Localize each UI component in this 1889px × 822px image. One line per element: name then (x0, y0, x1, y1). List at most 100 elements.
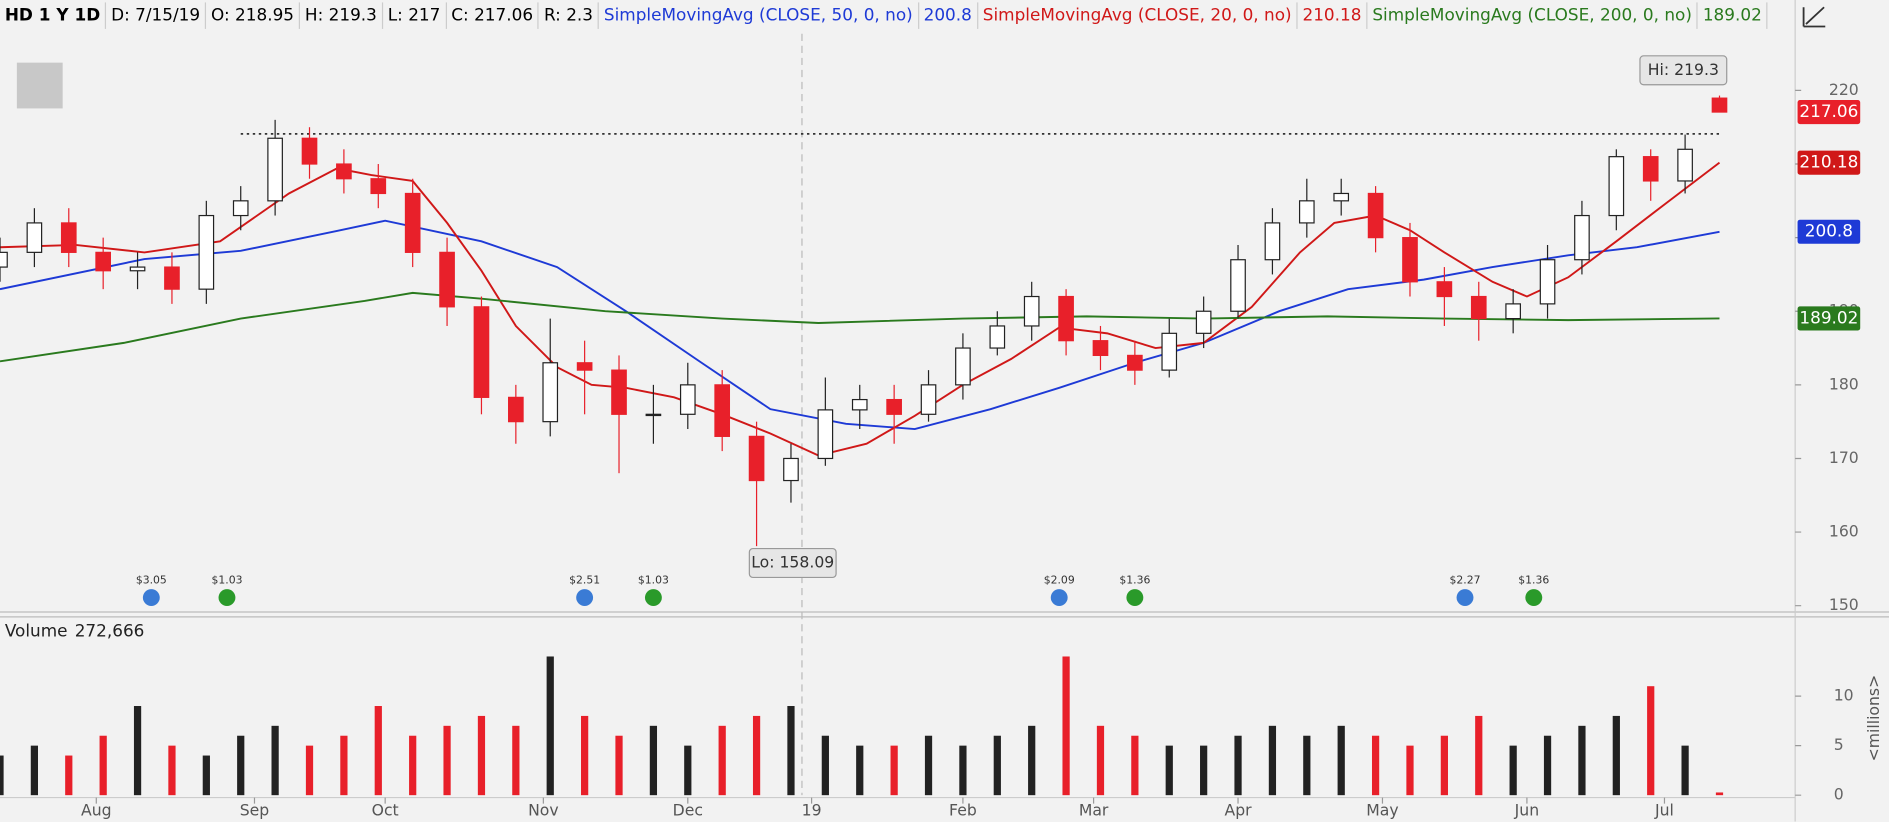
x-tick-label: Sep (240, 800, 270, 819)
event-label: $2.27 (1450, 574, 1481, 587)
event-icon (1456, 589, 1474, 607)
event-icon (1525, 589, 1543, 607)
y-tick-label: 170 (1829, 448, 1859, 467)
volume-bar (581, 715, 589, 796)
event-icon (644, 589, 662, 607)
event-label: $2.09 (1044, 574, 1075, 587)
candle-body (1402, 237, 1418, 283)
header-field: O: 218.95 (206, 2, 301, 29)
volume-bar (374, 706, 382, 796)
event-label: $1.36 (1518, 574, 1549, 587)
candle-body (164, 266, 180, 290)
event-icon (1126, 589, 1144, 607)
volume-bar (1062, 656, 1070, 796)
y-tick-label: 0 (1834, 785, 1844, 804)
drawing-tool-icon[interactable] (1802, 6, 1826, 28)
volume-bar (787, 706, 795, 796)
volume-bar (237, 735, 245, 796)
candle-body (783, 457, 799, 482)
symbol: HD 1 Y 1D (0, 2, 107, 29)
volume-bar (1406, 745, 1414, 796)
header-field: R: 2.3 (539, 2, 600, 29)
volume-bar (477, 715, 486, 796)
sma-line (0, 219, 1720, 431)
volume-bar (1200, 745, 1208, 796)
candle-body (1023, 295, 1040, 327)
event-label: $2.51 (569, 574, 600, 587)
candle-body (576, 362, 593, 371)
candle-body (60, 222, 77, 253)
volume-bar (1165, 745, 1173, 796)
candle-body (232, 200, 249, 217)
volume-bar (1647, 686, 1655, 796)
volume-bar (1234, 735, 1242, 796)
candle-body (955, 347, 971, 386)
volume-bar (271, 725, 279, 796)
header: HD 1 Y 1D D: 7/15/19 O: 218.95 H: 219.3 L: 2… (0, 0, 1768, 31)
header-field: L: 217 (383, 2, 447, 29)
volume-bar (993, 735, 1001, 796)
candle-body (1505, 303, 1521, 320)
volume-bar (546, 656, 554, 796)
volume-bar (1096, 725, 1105, 796)
volume-bar (1440, 735, 1448, 796)
volume-bar (1612, 715, 1620, 796)
volume-bar (1543, 735, 1552, 796)
candle-body (989, 325, 1006, 349)
candle-body (370, 178, 387, 195)
volume-bar (1337, 725, 1345, 796)
candle-body (198, 214, 215, 290)
legend-value: 189.02 (1698, 2, 1768, 29)
volume-bar (340, 735, 348, 796)
candle-body (1058, 295, 1074, 342)
candle-body (336, 163, 352, 180)
candle-body (886, 398, 902, 415)
header-field: H: 219.3 (300, 2, 383, 29)
y-tick-label: 180 (1829, 374, 1859, 393)
callout-box (748, 547, 837, 579)
candle-body (1127, 354, 1143, 371)
price-panel (0, 33, 1796, 613)
candle-body (95, 251, 112, 272)
candle-body (645, 413, 662, 417)
volume-bar (30, 745, 39, 796)
event-label: $1.03 (638, 574, 669, 587)
volume-bar (856, 745, 864, 796)
volume-bar (684, 745, 692, 796)
volume-bar (1303, 735, 1311, 796)
callout-box (1639, 55, 1728, 86)
y-tick-label: 220 (1829, 80, 1859, 99)
volume-bar (99, 735, 107, 796)
logo (16, 62, 63, 109)
y-tick-label: 160 (1829, 522, 1859, 541)
price-box-label: 210.18 (1799, 152, 1858, 172)
price-box-label: 217.06 (1799, 101, 1858, 121)
volume-bar (65, 755, 73, 796)
legend-name: SimpleMovingAvg (CLOSE, 20, 0, no) (978, 2, 1298, 29)
candle-body (301, 137, 318, 165)
volume-bar (305, 745, 314, 796)
volume-bar (718, 725, 726, 796)
candle-body (1333, 192, 1350, 202)
x-tick-label: Feb (949, 800, 977, 819)
volume-bar (1509, 745, 1517, 796)
price-box (1797, 100, 1861, 125)
y-tick-label: 5 (1834, 735, 1844, 754)
callout-text: Hi: 219.3 (1648, 60, 1719, 79)
y-tick-label: 150 (1829, 595, 1859, 614)
event-label: $1.36 (1119, 574, 1150, 587)
candle-body (1195, 310, 1212, 334)
volume-bar (924, 735, 933, 796)
volume-bar (443, 725, 451, 796)
candle-body (267, 137, 283, 202)
candle-body (1574, 214, 1590, 261)
header-field: D: 7/15/19 (106, 2, 207, 29)
volume-bar (1028, 725, 1036, 796)
candle-body (1642, 156, 1659, 182)
volume-bar (409, 735, 417, 796)
candle-body (542, 362, 559, 423)
volume-bar (1715, 792, 1724, 796)
volume-bar (1578, 725, 1586, 796)
